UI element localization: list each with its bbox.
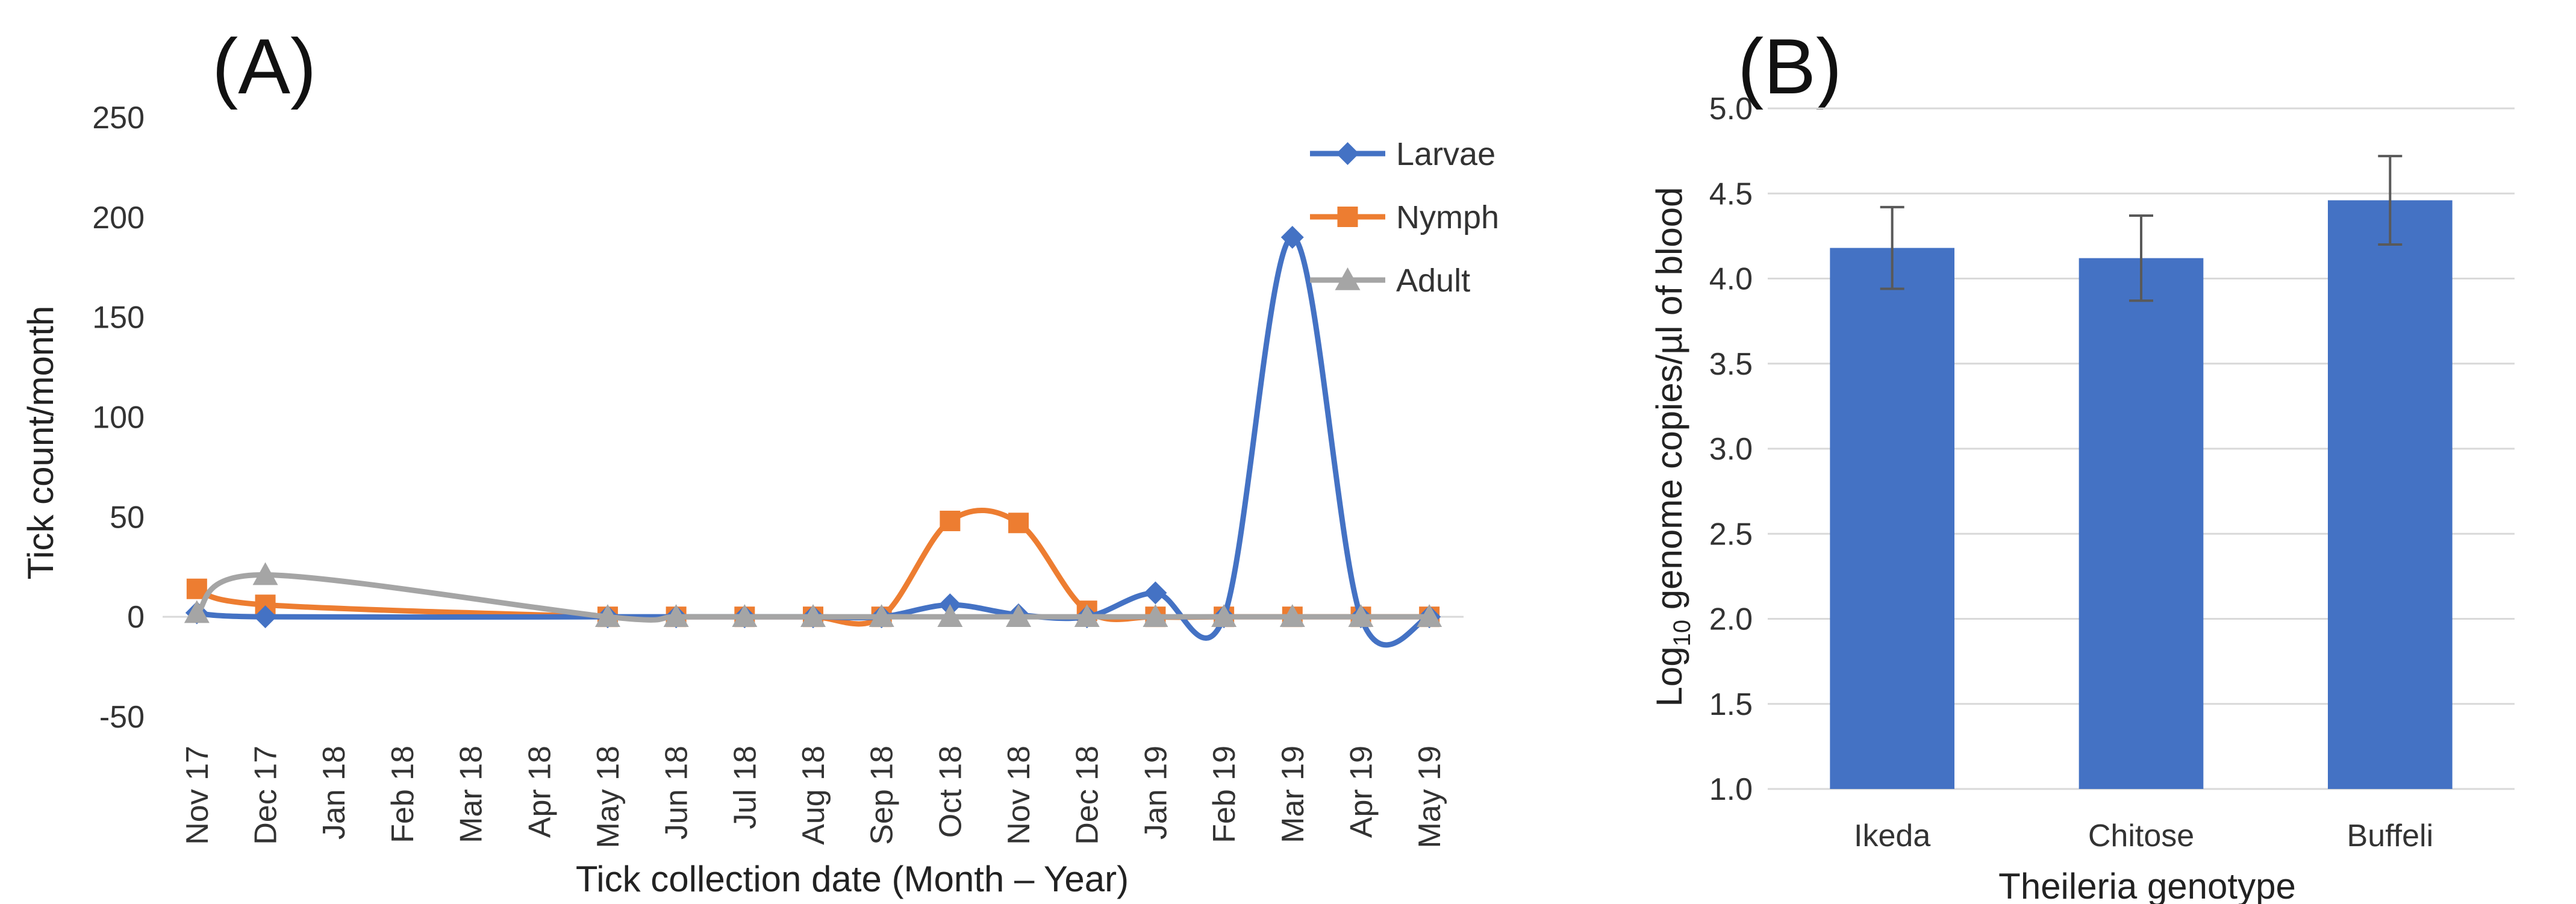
y-tick-label: 100 — [92, 401, 145, 435]
y-tick-label: 2.0 — [1709, 602, 1753, 637]
x-tick-label: Buffeli — [2347, 818, 2434, 853]
x-tick-label: Dec 18 — [1070, 746, 1105, 845]
x-tick-label: Oct 18 — [933, 746, 968, 838]
x-tick-label: Chitose — [2088, 818, 2194, 853]
data-point-adult — [1348, 604, 1374, 627]
x-tick-label: Nov 18 — [1002, 746, 1037, 845]
panel-b-y-axis-title-sub: 10 — [1669, 620, 1695, 647]
panel-b-bars — [1830, 155, 2453, 790]
x-tick-label: Ikeda — [1854, 818, 1930, 853]
x-tick-label: Nov 17 — [180, 746, 215, 845]
data-point-adult — [869, 604, 894, 627]
panel-b-x-ticks: Ikeda Chitose Buffeli — [1854, 818, 2433, 853]
panel-a-label: (A) — [212, 22, 316, 110]
x-tick-label: Aug 18 — [796, 746, 831, 845]
panel-b-y-axis-title-rest: genome copies/µl of blood — [1649, 187, 1689, 620]
data-point-adult — [1143, 604, 1168, 627]
x-tick-label: Feb 19 — [1207, 746, 1242, 843]
panel-b-bar-chart: (B) 1.0 1.5 2.0 2.5 3.0 3.5 4.0 4.5 5.0 Ikeda Chi… — [1649, 22, 2515, 904]
bar-chitose — [2079, 258, 2204, 790]
y-tick-label: 50 — [110, 500, 145, 535]
panel-b-y-ticks: 1.0 1.5 2.0 2.5 3.0 3.5 4.0 4.5 5.0 — [1709, 92, 1753, 807]
data-point-larvae — [1280, 226, 1304, 249]
legend-marker-larvae — [1336, 142, 1359, 165]
y-tick-label: 250 — [92, 101, 145, 136]
y-tick-label: 1.0 — [1709, 772, 1753, 807]
y-tick-label: 3.5 — [1709, 347, 1753, 382]
x-tick-label: Dec 17 — [249, 746, 284, 845]
panel-a-legend: Larvae Nymph Adult — [1310, 136, 1499, 299]
data-point-adult — [800, 604, 826, 627]
x-tick-label: Apr 19 — [1344, 746, 1379, 838]
bar-ikeda — [1830, 248, 1954, 789]
bar-buffeli — [2328, 200, 2453, 789]
data-point-adult — [663, 604, 689, 627]
data-point-adult — [1006, 604, 1032, 627]
data-point-adult — [1074, 604, 1100, 627]
data-point-larvae — [1144, 581, 1167, 605]
data-point-larvae — [254, 605, 277, 629]
data-point-adult — [1211, 604, 1237, 627]
data-point-adult — [937, 604, 963, 627]
legend-label-nymph: Nymph — [1396, 199, 1499, 235]
data-point-adult — [594, 604, 620, 627]
panel-a-series — [184, 226, 1442, 648]
legend-label-larvae: Larvae — [1396, 136, 1495, 172]
data-point-nymph — [1008, 513, 1029, 534]
data-point-adult — [1417, 604, 1442, 627]
x-tick-label: May 19 — [1412, 746, 1447, 849]
y-tick-label: 200 — [92, 201, 145, 235]
x-tick-label: Mar 18 — [454, 746, 489, 843]
data-point-adult — [252, 562, 278, 585]
x-tick-label: Feb 18 — [385, 746, 420, 843]
panel-a-y-axis-title: Tick count/month — [20, 306, 61, 580]
data-point-adult — [732, 604, 758, 627]
panel-a-x-axis-title: Tick collection date (Month – Year) — [576, 859, 1129, 899]
x-tick-label: Jan 18 — [317, 746, 352, 840]
panel-a-x-ticks: Nov 17 Dec 17 Jan 18 Feb 18 Mar 18 Apr 18 May … — [180, 746, 1447, 849]
x-tick-label: Jul 18 — [728, 746, 763, 829]
y-tick-label: 1.5 — [1709, 687, 1753, 722]
y-tick-label: 4.0 — [1709, 262, 1753, 297]
panel-a-y-ticks: -50 0 50 100 150 200 250 — [92, 101, 145, 735]
panel-b-label: (B) — [1738, 22, 1842, 110]
data-point-nymph — [940, 510, 961, 531]
series-line-adult — [194, 572, 1432, 623]
x-tick-label: Mar 19 — [1276, 746, 1311, 843]
legend-marker-nymph — [1337, 207, 1358, 227]
panel-b-y-axis-title-log: Log — [1649, 646, 1689, 706]
legend-marker-adult — [1335, 267, 1361, 290]
panel-b-x-axis-title: Theileria genotype — [1998, 866, 2296, 904]
data-point-adult — [184, 600, 210, 623]
y-tick-label: 150 — [92, 301, 145, 335]
panel-b-y-axis-title: Log10 genome copies/µl of blood — [1649, 187, 1695, 707]
legend-label-adult: Adult — [1396, 263, 1470, 299]
y-tick-label: -50 — [99, 700, 145, 735]
y-tick-label: 2.5 — [1709, 517, 1753, 552]
x-tick-label: Apr 18 — [522, 746, 557, 838]
y-tick-label: 5.0 — [1709, 92, 1753, 126]
x-tick-label: Sep 18 — [865, 746, 900, 845]
y-tick-label: 0 — [127, 600, 145, 635]
x-tick-label: May 18 — [591, 746, 626, 849]
x-tick-label: Jun 18 — [660, 746, 694, 840]
y-tick-label: 3.0 — [1709, 432, 1753, 467]
x-tick-label: Jan 19 — [1138, 746, 1173, 840]
data-point-adult — [1279, 604, 1305, 627]
panel-a-line-chart: (A) -50 0 50 100 150 200 250 Nov 17 Dec 17 Jan 1… — [20, 22, 1499, 899]
y-tick-label: 4.5 — [1709, 176, 1753, 211]
